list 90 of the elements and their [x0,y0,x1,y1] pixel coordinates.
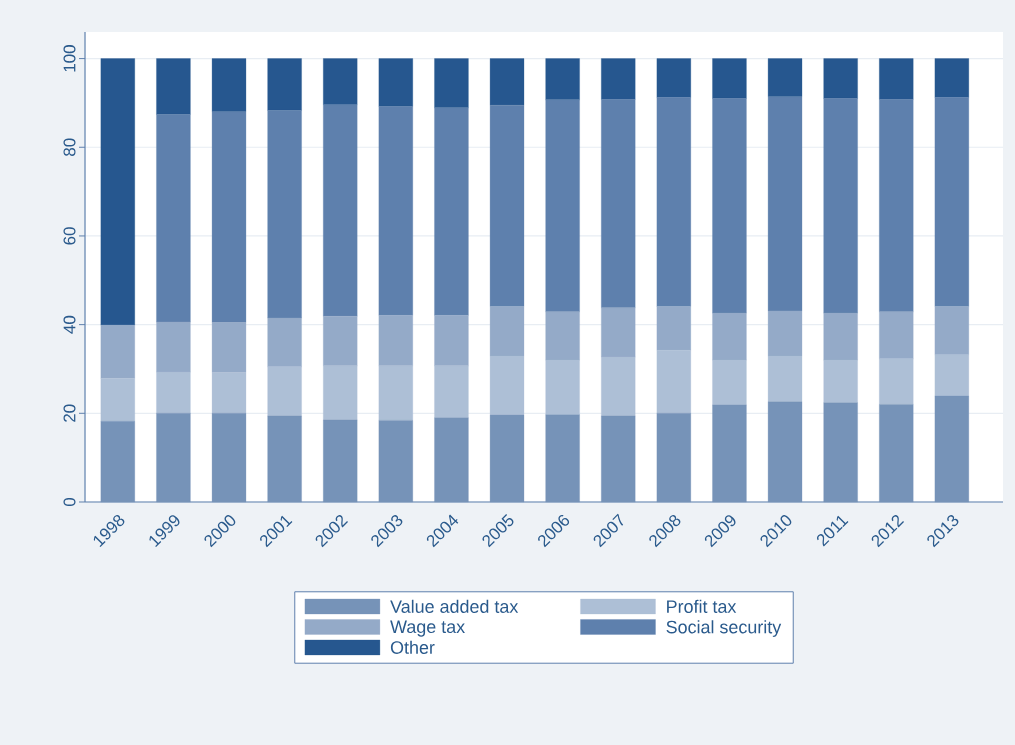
bar [656,350,691,414]
bar [823,402,858,503]
bar [323,365,358,421]
bar [323,104,358,317]
bar [434,315,469,367]
bar [656,58,691,98]
bar [434,365,469,418]
bar [489,306,525,357]
bar [100,324,135,379]
bar [823,58,858,99]
y-tick-label: 20 [63,404,76,422]
y-tick-label: 80 [63,138,76,156]
bar [267,366,302,417]
bar [934,97,969,307]
bar [211,58,247,112]
bar [267,415,302,503]
bar [823,98,858,314]
bar [601,99,636,308]
bar [879,58,914,100]
bar [323,316,358,367]
bar [712,98,747,314]
bar [823,359,858,403]
bar [545,99,580,312]
bar [712,58,747,99]
bar [489,104,525,307]
bar [489,355,525,416]
bar [211,372,247,414]
y-tick-label: 0 [63,497,76,507]
bar [434,417,469,503]
bar [545,311,580,361]
bar [378,365,413,421]
bar [767,355,803,402]
bar [767,401,803,503]
bar [489,414,525,503]
bar [545,58,580,100]
bar [656,97,691,307]
bar [879,358,914,405]
bar [545,414,580,503]
bar [267,110,302,319]
bar [712,312,747,361]
bar [211,413,247,503]
legend-label: Value added tax [390,599,519,613]
bar [545,359,580,415]
bar [100,58,135,326]
bar [267,317,302,367]
bar [100,421,135,503]
bar [434,58,469,108]
bar [601,356,636,417]
bar [767,310,803,357]
bar [879,404,914,503]
bar [378,58,413,107]
bar [934,58,969,98]
legend-label: Other [390,640,435,654]
bar [211,322,247,373]
bar [489,58,525,106]
bar [323,419,358,503]
y-tick-label: 100 [63,45,76,72]
bar [767,58,803,97]
bar [712,404,747,503]
y-tick-label: 40 [63,315,76,334]
bar [934,306,969,355]
bar [601,307,636,358]
bar [267,58,302,111]
bar [656,413,691,503]
bar [434,107,469,316]
legend-label: Wage tax [390,620,465,637]
bar [934,395,969,503]
bar [156,58,191,115]
bar [712,359,747,406]
bar [378,420,413,503]
bar [656,306,691,351]
bar [378,315,413,367]
bar [601,415,636,503]
bar [767,96,803,312]
bar [934,354,969,397]
bar [601,58,636,100]
bar [156,413,191,503]
legend-label: Profit tax [667,599,737,613]
y-tick-label: 60 [63,227,76,245]
bar [156,321,191,373]
bar [823,312,858,361]
bar [100,378,135,422]
bar [879,99,914,312]
bar [156,371,191,414]
bar [156,114,191,323]
legend-label: Social security [666,620,782,637]
bar [323,58,358,105]
bar [879,311,914,359]
bar [378,106,413,316]
bar [211,111,247,323]
